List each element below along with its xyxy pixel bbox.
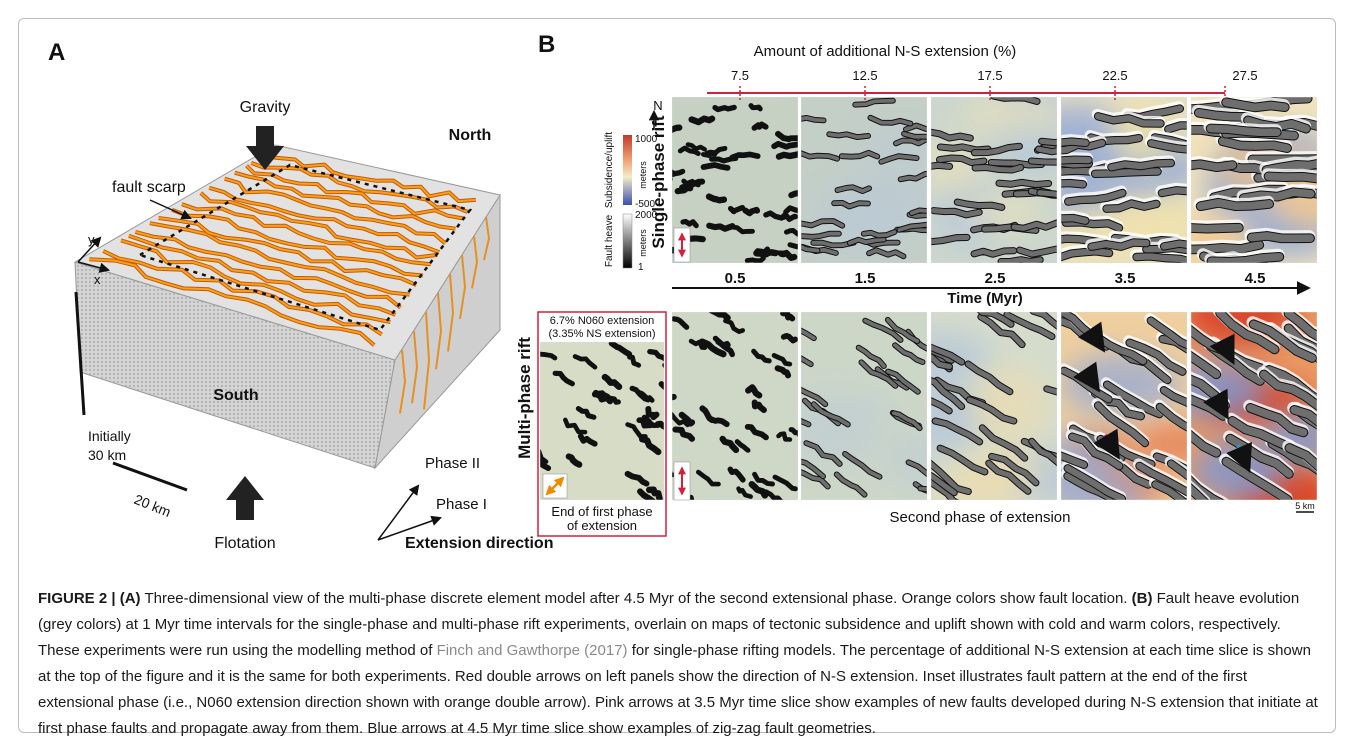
label: North [449, 127, 492, 144]
tick-label: 7.5 [731, 68, 749, 83]
time-label: 1.5 [855, 270, 876, 287]
fault [784, 215, 796, 219]
label: Initially [88, 428, 131, 444]
tick-label: 22.5 [1102, 68, 1127, 83]
panel-label: B [538, 31, 555, 58]
axis-title: Amount of additional N-S extension (%) [754, 43, 1017, 60]
fault [715, 107, 734, 109]
legend-label: 1 [638, 262, 644, 273]
axis-label: y [88, 232, 95, 247]
inset-label: of extension [567, 518, 637, 533]
fault-heave [999, 182, 1049, 184]
scale-label: 5 km [1295, 501, 1315, 511]
tick-label: 12.5 [852, 68, 877, 83]
time-label: 0.5 [725, 270, 746, 287]
label: Phase II [425, 455, 480, 472]
dimension-line [113, 463, 187, 490]
fault [787, 230, 803, 234]
fault [596, 393, 608, 397]
label: Second phase of extension [890, 509, 1071, 526]
axis-title: Time (Myr) [947, 290, 1023, 307]
fault [684, 181, 698, 185]
label: Extension direction [405, 535, 553, 552]
fault [704, 165, 728, 168]
fault [732, 154, 758, 157]
phase-arrow [378, 486, 418, 540]
caption-part-label: (B) [1132, 590, 1153, 607]
fault-heave [1201, 203, 1270, 206]
fault-heave [1001, 260, 1040, 262]
row-label: Single-phase rift [649, 115, 668, 249]
fault-heave [1095, 172, 1158, 174]
caption-reference[interactable]: Finch and Gawthorpe (2017) [437, 642, 628, 659]
axis-label: x [94, 272, 101, 287]
fault-heave [975, 168, 1021, 171]
inset-label: (3.35% NS extension) [549, 328, 656, 340]
fault [754, 124, 765, 128]
fault [692, 119, 713, 122]
figure-caption: FIGURE 2 | (A) Three-dimensional view of… [38, 586, 1320, 742]
fault [751, 106, 760, 109]
fault [678, 188, 691, 191]
caption-label: FIGURE 2 | [38, 590, 116, 607]
map-panel [775, 97, 947, 263]
fault [757, 252, 776, 254]
fault [703, 154, 714, 156]
fault [779, 153, 802, 156]
map-panel [1169, 97, 1355, 269]
fault-heave [829, 134, 868, 137]
fault [745, 210, 757, 214]
figure: A Gravity North fault scarp y x Initiall… [0, 0, 1355, 585]
fault [731, 208, 743, 212]
legend-title: Fault heave [604, 214, 615, 267]
fault [709, 226, 732, 229]
label: fault scarp [112, 179, 186, 196]
legend-unit: meters [638, 161, 648, 189]
caption-part-label: (A) [120, 590, 141, 607]
panel-label: A [48, 39, 65, 66]
tick-label: 27.5 [1232, 68, 1257, 83]
inset-label: 6.7% N060 extension [550, 315, 655, 327]
north-label: N [653, 98, 662, 113]
fault [774, 144, 797, 147]
fault-heave [1269, 176, 1336, 180]
label: 30 km [88, 447, 126, 463]
fault-heave [1252, 236, 1311, 238]
label: Flotation [214, 535, 275, 552]
caption-text: Three-dimensional view of the multi-phas… [144, 590, 1127, 607]
label: Phase I [436, 496, 487, 513]
time-label: 3.5 [1115, 270, 1136, 287]
fault [709, 197, 724, 201]
fault-heave [1187, 245, 1260, 250]
legend-title: Subsidence/uplift [604, 132, 615, 208]
fault-heave [1223, 141, 1287, 148]
row-label: Multi-phase rift [515, 337, 534, 459]
page: {"panel_a":{"label":"A","gravity":"Gravi… [0, 0, 1355, 748]
colorbar [623, 135, 632, 205]
flotation-arrow [226, 476, 264, 520]
colorbar [623, 214, 632, 268]
inset-label: End of first phase [551, 504, 652, 519]
time-label: 4.5 [1245, 270, 1266, 287]
time-label: 2.5 [985, 270, 1006, 287]
legend-unit: meters [638, 229, 648, 257]
label: 20 km [132, 491, 173, 520]
label: Gravity [240, 99, 291, 116]
tick-label: 17.5 [977, 68, 1002, 83]
label: South [213, 387, 258, 404]
fault [747, 258, 763, 261]
fault-heave [1211, 129, 1277, 133]
